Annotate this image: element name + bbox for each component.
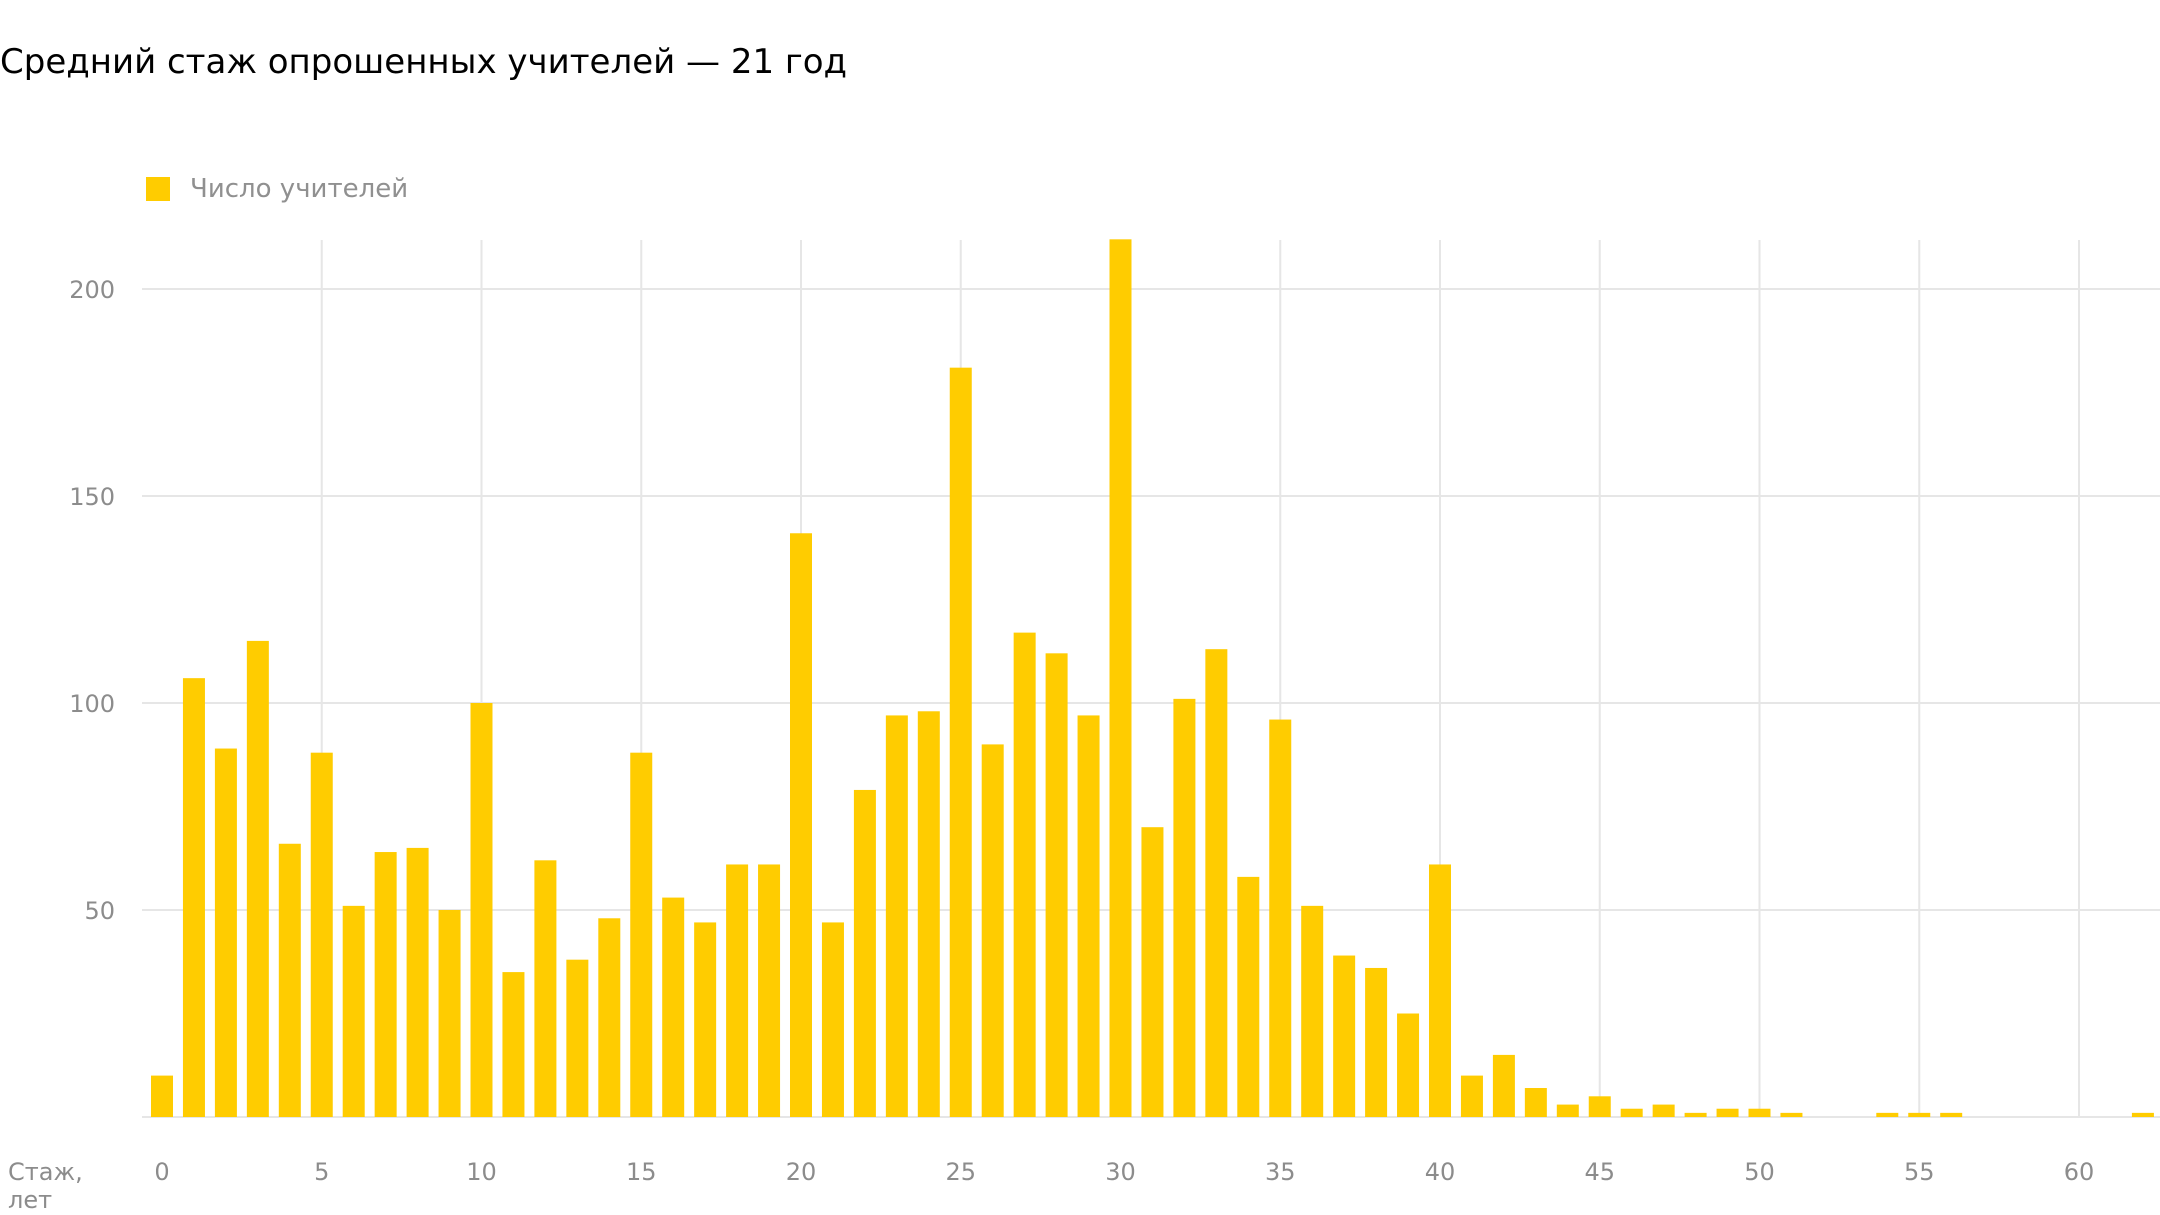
bar <box>1524 1088 1547 1117</box>
bar <box>566 959 589 1117</box>
x-axis-title-line: лет <box>8 1186 52 1214</box>
x-tick-label: 30 <box>1105 1158 1136 1186</box>
bar <box>534 860 557 1117</box>
bar <box>1045 653 1068 1117</box>
y-tick-labels: 50 100 150 200 <box>69 276 115 925</box>
bar <box>1365 967 1388 1117</box>
bar <box>1460 1075 1483 1117</box>
x-tick-label: 55 <box>1904 1158 1935 1186</box>
bar <box>1109 239 1132 1117</box>
y-tick-label: 100 <box>69 690 115 718</box>
x-axis-title: Стаж,лет <box>8 1158 83 1214</box>
bar <box>917 711 940 1117</box>
bar <box>1429 864 1451 1117</box>
bar <box>1269 719 1292 1117</box>
bar <box>310 752 333 1117</box>
bar <box>1173 698 1196 1117</box>
x-tick-label: 0 <box>154 1158 169 1186</box>
y-tick-label: 50 <box>84 897 115 925</box>
bar <box>1333 955 1356 1117</box>
legend: Число учителей <box>146 174 408 204</box>
y-tick-label: 200 <box>69 276 115 304</box>
bar <box>694 922 717 1117</box>
bar <box>949 367 972 1117</box>
bar <box>1556 1104 1579 1117</box>
bar <box>1780 1112 1803 1117</box>
x-tick-label: 45 <box>1584 1158 1615 1186</box>
bar <box>853 789 876 1117</box>
bar <box>1748 1108 1771 1117</box>
bar <box>342 905 365 1117</box>
x-tick-label: 5 <box>314 1158 329 1186</box>
bar <box>1397 1013 1420 1117</box>
bar <box>214 748 237 1117</box>
legend-swatch <box>146 177 170 201</box>
x-tick-label: 60 <box>2064 1158 2095 1186</box>
x-tick-labels: 0 5 10 15 20 25 30 35 40 45 50 55 60 <box>154 1158 2094 1186</box>
bar <box>470 703 493 1117</box>
bar <box>790 533 812 1117</box>
bar <box>1716 1108 1739 1117</box>
bar <box>758 864 781 1117</box>
bar <box>278 843 301 1117</box>
chart-title: Средний стаж опрошенных учителей — 21 го… <box>0 42 848 82</box>
x-tick-label: 15 <box>626 1158 657 1186</box>
bar <box>1876 1112 1899 1117</box>
bar <box>630 752 653 1117</box>
bar <box>1205 649 1228 1117</box>
x-tick-label: 40 <box>1425 1158 1456 1186</box>
bar <box>374 852 397 1117</box>
bar <box>246 640 269 1117</box>
bar <box>502 972 525 1117</box>
x-axis-title-line: Стаж, <box>8 1158 83 1186</box>
bar <box>598 918 621 1117</box>
x-tick-label: 10 <box>466 1158 497 1186</box>
bar <box>406 847 429 1117</box>
bar <box>821 922 844 1117</box>
bar <box>438 910 461 1117</box>
bar <box>1652 1104 1675 1117</box>
bar <box>151 1075 173 1117</box>
bar <box>981 744 1004 1117</box>
bar <box>1301 905 1324 1117</box>
bars <box>151 239 2154 1117</box>
bar <box>1237 876 1260 1117</box>
bar <box>1013 632 1036 1117</box>
bar <box>885 715 908 1117</box>
bar <box>1492 1054 1515 1117</box>
legend-label: Число учителей <box>190 174 409 204</box>
bar <box>182 678 205 1117</box>
bar <box>1684 1112 1707 1117</box>
bar <box>1620 1108 1643 1117</box>
x-tick-label: 50 <box>1744 1158 1775 1186</box>
bar <box>1141 827 1164 1117</box>
bar <box>662 897 685 1117</box>
x-tick-label: 35 <box>1265 1158 1296 1186</box>
bar <box>1588 1096 1611 1117</box>
bar <box>1077 715 1100 1117</box>
y-tick-label: 150 <box>69 483 115 511</box>
bar <box>1940 1112 1963 1117</box>
bar <box>726 864 749 1117</box>
bar <box>1908 1112 1931 1117</box>
bar <box>2131 1112 2154 1117</box>
x-tick-label: 20 <box>786 1158 817 1186</box>
x-tick-label: 25 <box>945 1158 976 1186</box>
